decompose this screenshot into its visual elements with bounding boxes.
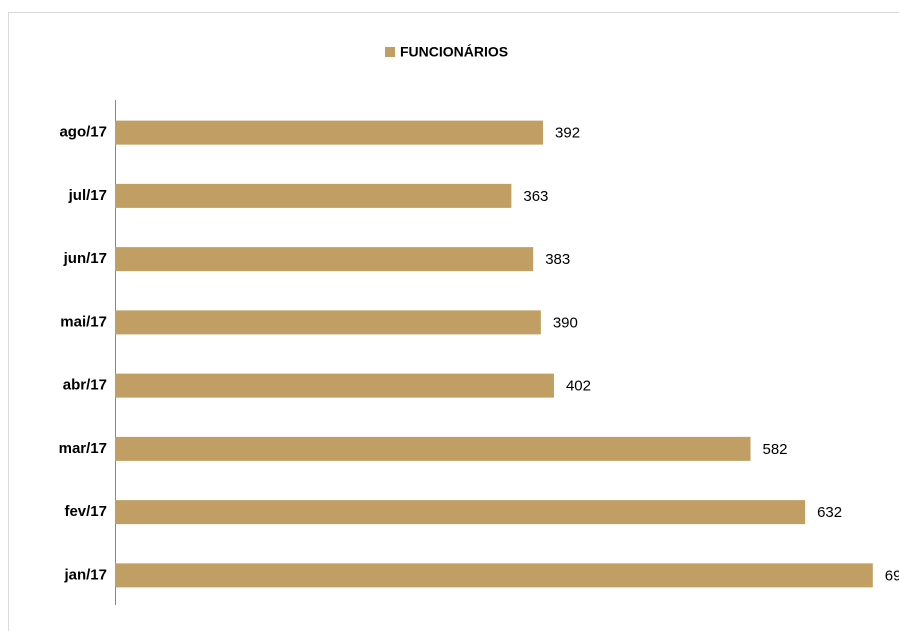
y-tick-label: mar/17 (59, 440, 107, 457)
data-label: 390 (553, 314, 578, 331)
y-tick-label: ago/17 (59, 124, 107, 141)
bar (115, 436, 751, 461)
legend-swatch (385, 47, 395, 57)
y-tick-label: jan/17 (63, 566, 107, 583)
data-label: 363 (523, 188, 548, 205)
y-tick-label: mai/17 (60, 313, 107, 330)
bar (115, 500, 806, 525)
data-label: 402 (566, 378, 591, 395)
y-tick-label: jun/17 (63, 250, 107, 267)
data-label: 694 (885, 567, 899, 584)
data-label: 392 (555, 125, 580, 142)
data-label: 582 (762, 441, 787, 458)
y-tick-label: jul/17 (68, 187, 107, 204)
bar (115, 183, 512, 208)
data-label: 383 (545, 251, 570, 268)
legend-label: FUNCIONÁRIOS (400, 44, 508, 60)
bar (115, 310, 541, 335)
bar (115, 373, 554, 398)
bar (115, 120, 544, 145)
data-label: 632 (817, 504, 842, 521)
bar (115, 563, 873, 588)
bar (115, 247, 534, 272)
y-tick-label: abr/17 (63, 377, 107, 394)
y-tick-label: fev/17 (64, 503, 107, 520)
